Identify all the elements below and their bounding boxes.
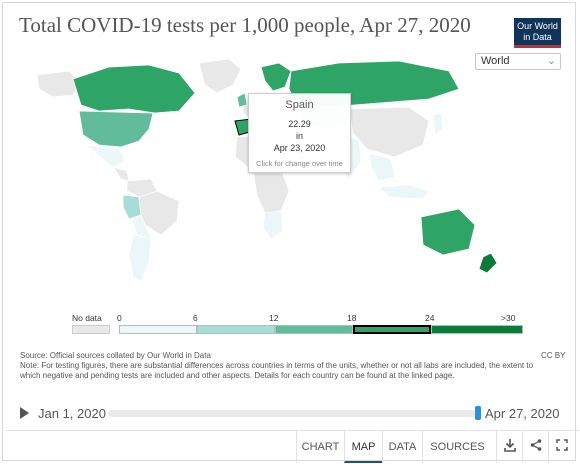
tab-data[interactable]: DATA [382,431,422,463]
legend-tick: >30 [501,313,516,323]
map-central-america [112,166,130,182]
legend-bin-24-30[interactable] [431,325,523,334]
chevron-down-icon: ⌄ [546,55,556,67]
logo-line-1: Our World [517,21,558,31]
legend-bin-12-18[interactable] [275,325,353,334]
tooltip-in-label: in [295,131,303,141]
map-greenland [198,58,242,94]
note-text: Note: For testing figures, there are sub… [20,361,534,380]
footer-controls: CHART MAP DATA SOURCES [6,430,579,463]
map-uk [236,92,248,108]
download-icon [503,439,516,452]
timeline: Jan 1, 2020 Apr 27, 2020 [3,401,580,427]
map-japan [432,112,444,136]
source-text[interactable]: Source: Official sources collated by Our… [20,351,211,360]
tooltip-date: Apr 23, 2020 [273,143,326,153]
chart-title: Total COVID-19 tests per 1,000 people, A… [19,13,471,37]
fullscreen-icon [555,439,568,451]
logo-line-2: in Data [523,32,552,42]
legend-tick: 24 [425,313,435,323]
legend-bin-18-24[interactable] [353,325,431,334]
share-button[interactable] [522,431,548,463]
tooltip-country: Spain [285,99,314,111]
map-usa [78,110,154,148]
timeline-start-date[interactable]: Jan 1, 2020 [38,406,106,421]
region-select-value: World [481,55,510,67]
map-peru [122,194,142,220]
legend-tick: 6 [193,313,198,323]
play-icon[interactable] [20,407,29,419]
owid-logo[interactable]: Our World in Data [514,18,561,48]
legend-tick: 18 [347,313,357,323]
legend-bin-6-12[interactable] [197,325,275,334]
map-new-zealand [478,252,498,274]
country-tooltip: Spain 22.29 in Apr 23, 2020 Click for ch… [248,93,351,173]
download-button[interactable] [496,431,522,463]
license-link[interactable]: CC BY [541,351,566,360]
timeline-end-date[interactable]: Apr 27, 2020 [485,406,560,421]
map-australia [420,208,476,256]
map-bolivia-paraguay [132,214,152,240]
legend-tick: 0 [117,313,122,323]
legend-no-data-swatch[interactable] [72,325,110,334]
map-mexico [85,144,126,168]
map-argentina-chile [128,234,152,282]
tab-map[interactable]: MAP [344,431,382,463]
map-alaska [36,70,82,98]
map-canada [72,64,196,114]
timeline-track[interactable] [108,410,478,417]
map-indonesia [378,184,430,200]
map-china [348,106,430,158]
timeline-handle[interactable] [475,406,481,420]
map-central-africa [252,168,290,214]
legend-bin-0-6[interactable] [119,325,197,334]
legend-tick: 12 [269,313,279,323]
legend-no-data-label: No data [72,313,102,323]
map-southeast-asia [368,152,396,182]
tab-sources[interactable]: SOURCES [422,431,492,463]
tooltip-hint: Click for change over time [256,159,343,168]
fullscreen-button[interactable] [548,431,574,463]
tooltip-value: 22.29 [288,119,311,129]
share-icon [530,439,541,451]
chart-notes: Source: Official sources collated by Our… [20,351,540,381]
tab-chart[interactable]: CHART [296,431,344,463]
region-select[interactable]: World ⌄ [475,53,561,70]
map-south-africa [262,210,284,240]
map-scandinavia [260,62,292,92]
